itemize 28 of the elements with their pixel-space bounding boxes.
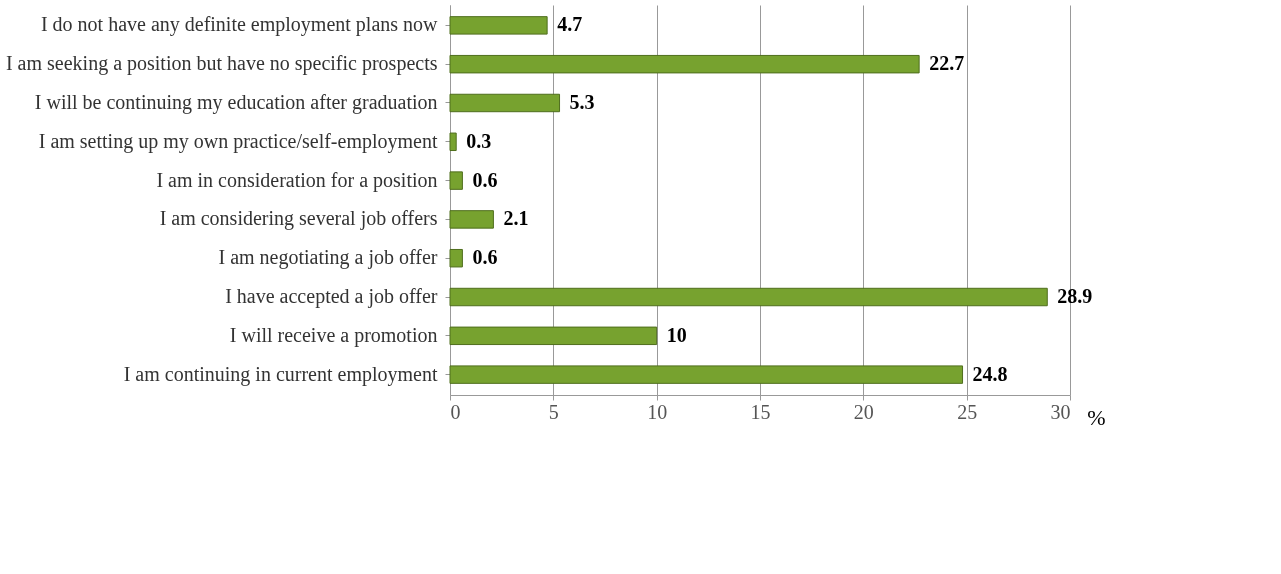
data-label: 0.6 — [472, 168, 498, 191]
data-label: 24.8 — [972, 362, 1008, 385]
x-tick-label: 0 — [450, 400, 461, 423]
x-tick-label: 30 — [1050, 400, 1071, 423]
y-tick-label: I am setting up my own practice/self-employment — [38, 129, 438, 153]
data-label: 0.6 — [472, 246, 498, 269]
x-tick-label: 10 — [647, 400, 668, 423]
y-tick-label: I will be continuing my education after graduation — [34, 90, 438, 114]
y-tick-label: I am negotiating a job offer — [218, 246, 438, 270]
data-label: 22.7 — [929, 52, 965, 75]
y-tick-label: I am in consideration for a position — [156, 168, 438, 192]
y-tick-label: I am considering several job offers — [159, 207, 438, 231]
x-tick-label: 25 — [957, 400, 978, 423]
x-tick-label: 20 — [853, 400, 874, 423]
x-tick-label: 5 — [548, 400, 559, 423]
data-label: 10 — [666, 323, 687, 346]
y-tick-label: I will receive a promotion — [229, 323, 438, 347]
y-tick-label: I am seeking a position but have no specific prospects — [5, 52, 438, 76]
data-label: 0.3 — [466, 129, 492, 152]
y-tick-label: I have accepted a job offer — [225, 285, 438, 309]
data-label: 2.1 — [503, 207, 529, 230]
y-tick-label: I am continuing in current employment — [123, 362, 438, 386]
y-tick-label: I do not have any definite employment plans now — [40, 13, 439, 37]
data-label: 28.9 — [1057, 285, 1093, 308]
x-tick-label: 15 — [750, 400, 771, 423]
x-axis-title: % — [1087, 404, 1106, 430]
data-label: 4.7 — [557, 13, 583, 36]
data-label: 5.3 — [569, 90, 595, 113]
